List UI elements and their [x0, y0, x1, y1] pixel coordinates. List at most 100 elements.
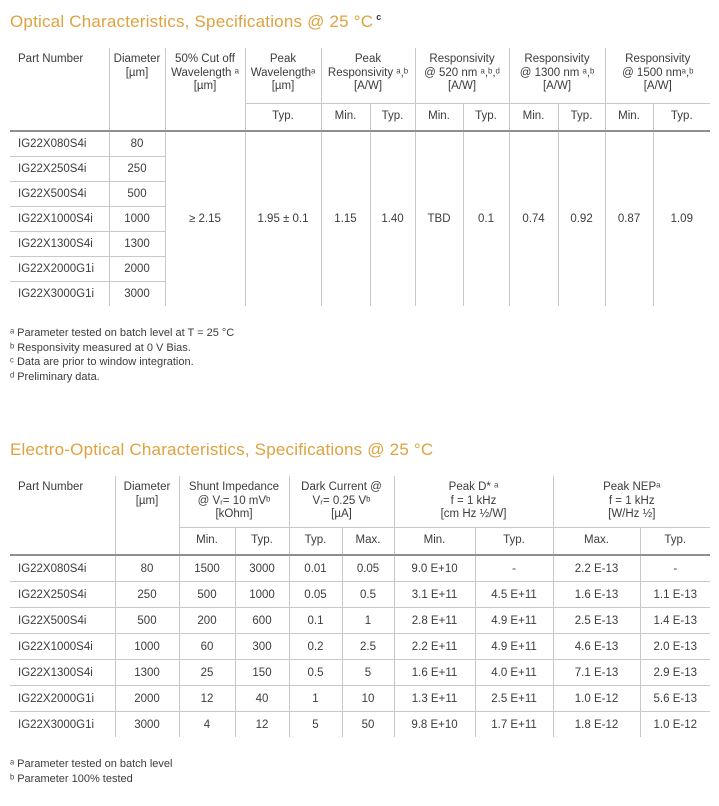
- value-cell: 300: [234, 633, 289, 660]
- subheader-typ: Typ.: [288, 527, 342, 556]
- electro-header-row: Part Number Diameter [µm] Shunt Impedanc…: [10, 476, 711, 556]
- optical-title-text: Optical Characteristics, Specifications …: [10, 12, 374, 31]
- subheader-max: Max.: [552, 527, 641, 556]
- value-cell: 1.0 E-12: [639, 711, 711, 737]
- part-number-cell: IG22X500S4i: [10, 181, 109, 207]
- optical-table: Part Number Diameter [µm] 50% Cut off Wa…: [10, 48, 711, 306]
- subheader-typ: Typ.: [369, 103, 416, 132]
- value-cell: 1.7 E+11: [474, 711, 554, 737]
- table-row: IG22X1300S4i 1300: [10, 231, 710, 257]
- value-cell: 3000: [114, 711, 179, 737]
- part-number-cell: IG22X080S4i: [10, 131, 109, 157]
- value-cell: 150: [234, 659, 289, 686]
- value-cell: 2.0 E-13: [639, 633, 711, 660]
- responsivity-520-typ-cell: 0.1: [462, 131, 510, 306]
- value-cell: 1000: [114, 633, 179, 660]
- header-shunt-impedance: Shunt Impedance @ Vᵣ= 10 mVᵇ [kOhm]: [178, 476, 289, 528]
- subheader-min: Min.: [508, 103, 559, 132]
- part-number-cell: IG22X3000G1i: [18, 718, 95, 731]
- value-cell: 500: [114, 607, 179, 634]
- subheader-min: Min.: [393, 527, 476, 556]
- subheader-min: Min.: [414, 103, 464, 132]
- value-cell: -: [639, 555, 711, 582]
- value-cell: 2000: [114, 685, 179, 712]
- value-cell: 1.4 E-13: [639, 607, 711, 634]
- value-cell: 2.9 E-13: [639, 659, 711, 686]
- header-diameter: Diameter [µm]: [114, 476, 179, 556]
- subheader-min: Min.: [604, 103, 654, 132]
- part-number-cell: IG22X3000G1i: [18, 288, 95, 300]
- table-row: IG22X1300S4i 1300 25 150 0.5 5 1.6 E+11 4.0 E+1…: [10, 659, 711, 686]
- part-number-cell: IG22X2000G1i: [10, 256, 109, 282]
- table-row: IG22X500S4i 500 200 600 0.1 1 2.8 E+11 4.9 E+11…: [10, 607, 711, 634]
- subheader-min: Min.: [178, 527, 235, 556]
- diameter-cell: 1000: [108, 206, 165, 232]
- table-row: IG22X2000G1i 2000: [10, 256, 710, 282]
- value-cell: 10: [341, 685, 395, 712]
- electro-table-body: IG22X080S4i 80 1500 3000 0.01 0.05 9.0 E+10-2.…: [10, 555, 711, 737]
- part-number-cell: IG22X2000G1i: [10, 685, 115, 712]
- value-cell: 40: [234, 685, 289, 712]
- value-cell: 0.5: [288, 659, 342, 686]
- table-row: IG22X2000G1i 2000 12 40 1 10 1.3 E+11 2.5 E+11 1…: [10, 685, 711, 712]
- value-cell: 4.9 E+11: [474, 633, 554, 660]
- value-cell: 0.01: [288, 555, 342, 582]
- value-cell: 5: [288, 711, 342, 737]
- subheader-typ: Typ.: [462, 103, 510, 132]
- value-cell: 25: [178, 659, 235, 686]
- value-cell: 0.1: [288, 607, 342, 634]
- value-cell: 4.9 E+11: [474, 607, 554, 634]
- footnote: ᵇ Responsivity measured at 0 V Bias.: [10, 341, 191, 354]
- value-cell: 1.8 E-12: [552, 711, 641, 737]
- table-row: IG22X3000G1i 3000: [10, 281, 710, 306]
- part-number-cell: IG22X250S4i: [10, 156, 109, 182]
- responsivity-1500-typ-cell: 1.09: [652, 131, 711, 306]
- value-cell: 2.5 E-13: [552, 607, 641, 634]
- header-responsivity-1300nm: Responsivity @ 1300 nm ᵃ,ᵇ [A/W]: [508, 48, 606, 104]
- footnote: ᵃ Parameter tested on batch level: [10, 758, 173, 770]
- responsivity-520-min-cell: TBD: [414, 131, 464, 306]
- electro-optical-table: Part Number Diameter [µm] Shunt Impedanc…: [10, 476, 711, 737]
- optical-title-footnote-marker: c: [376, 12, 382, 23]
- diameter-cell: 250: [108, 156, 165, 182]
- header-peak-responsivity: Peak Responsivity ᵃ,ᵇ [A/W]: [320, 48, 416, 104]
- optical-footnotes: ᵃ Parameter tested on batch level at T =…: [10, 326, 710, 384]
- electro-title-text: Electro-Optical Characteristics, Specifi…: [10, 440, 434, 459]
- value-cell: 1.6 E+11: [393, 659, 476, 686]
- value-cell: 80: [114, 555, 179, 582]
- diameter-cell: 2000: [108, 256, 165, 282]
- value-cell: 5: [341, 659, 395, 686]
- value-cell: 4.6 E-13: [552, 633, 641, 660]
- value-cell: 2.8 E+11: [393, 607, 476, 634]
- table-row: IG22X1000S4i 1000 60 300 0.2 2.5 2.2 E+11 4.9 E…: [10, 633, 711, 660]
- value-cell: 4.5 E+11: [474, 581, 554, 608]
- electro-footnotes: ᵃ Parameter tested on batch level ᵇ Para…: [10, 757, 710, 786]
- optical-subheader-row: Typ. Min. Typ. Min. Typ. Min. Typ. Min. …: [10, 103, 711, 132]
- value-cell: 0.05: [288, 581, 342, 608]
- subheader-typ: Typ.: [234, 527, 289, 556]
- table-row: IG22X080S4i 80 ≥ 2.15 1.95 ± 0.1 1.15 1.…: [10, 131, 711, 306]
- part-number-cell: IG22X1000S4i: [10, 633, 115, 660]
- value-cell: 1.3 E+11: [393, 685, 476, 712]
- value-cell: 1.0 E-12: [552, 685, 641, 712]
- value-cell: 0.05: [341, 555, 395, 582]
- value-cell: 9.0 E+10: [393, 555, 476, 582]
- value-cell: 2.2 E-13: [552, 555, 641, 582]
- value-cell: 1000: [234, 581, 289, 608]
- header-peak-dstar: Peak D* ᵃ f = 1 kHz [cm Hz ½/W]: [393, 476, 554, 528]
- footnote: ᵈ Preliminary data.: [10, 370, 100, 383]
- value-cell: 0.5: [341, 581, 395, 608]
- optical-header-row: Part Number Diameter [µm] 50% Cut off Wa…: [10, 48, 711, 132]
- value-cell: 1.6 E-13: [552, 581, 641, 608]
- header-responsivity-520nm: Responsivity @ 520 nm ᵃ,ᵇ,ᵈ [A/W]: [414, 48, 510, 104]
- responsivity-1500-min-cell: 0.87: [604, 131, 654, 306]
- diameter-cell: 80: [108, 131, 165, 157]
- part-number-cell: IG22X1300S4i: [10, 231, 109, 257]
- value-cell: 1: [288, 685, 342, 712]
- value-cell: 12: [234, 711, 289, 737]
- value-cell: 500: [178, 581, 235, 608]
- header-part-number: Part Number: [10, 476, 115, 556]
- table-row: IG22X500S4i 500: [10, 181, 710, 207]
- optical-table-body: IG22X080S4i 80 ≥ 2.15 1.95 ± 0.1 1.15 1.…: [10, 131, 711, 306]
- subheader-typ: Typ.: [652, 103, 711, 132]
